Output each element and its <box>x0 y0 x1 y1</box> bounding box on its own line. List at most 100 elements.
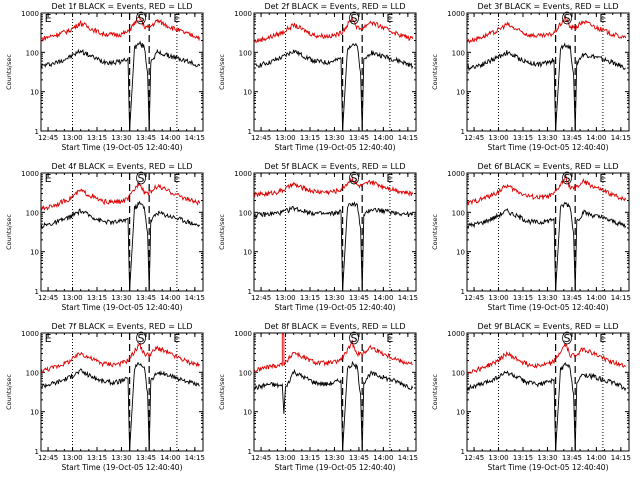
x-tick-label: 13:00 <box>488 454 508 462</box>
x-tick-label: 13:30 <box>324 294 344 302</box>
events-series-line <box>467 42 626 132</box>
panel-title: Det 7f BLACK = Events, RED = LLD <box>51 322 192 331</box>
lld-series-line <box>467 173 627 206</box>
x-tick-label: 14:15 <box>398 294 418 302</box>
x-tick-label: 13:00 <box>275 294 295 302</box>
y-axis-label: Counts/sec <box>5 54 13 90</box>
x-tick-label: 13:00 <box>62 134 82 142</box>
x-tick-label: 14:15 <box>611 134 631 142</box>
y-tick-label: 100 <box>239 49 252 57</box>
x-tick-label: 13:15 <box>87 454 107 462</box>
y-tick-label: 1 <box>248 288 252 296</box>
x-tick-label: 12:45 <box>464 134 484 142</box>
y-tick-label: 10 <box>456 249 465 257</box>
y-tick-label: 1000 <box>447 10 465 18</box>
event-marker-label: S <box>138 172 145 185</box>
y-tick-label: 100 <box>239 209 252 217</box>
panel-6: Det 6f BLACK = Events, RED = LLD 1 10 100 10… <box>431 162 631 312</box>
x-tick-label: 14:15 <box>398 454 418 462</box>
panel-title: Det 6f BLACK = Events, RED = LLD <box>477 162 618 171</box>
x-axis-label: Start Time (19-Oct-05 12:40:40) <box>61 143 182 152</box>
x-tick-label: 13:30 <box>537 134 557 142</box>
event-marker-label: E <box>599 172 606 185</box>
start-marker-circle <box>136 171 146 185</box>
y-tick-label: 1 <box>35 288 39 296</box>
event-marker-label: S <box>351 332 358 345</box>
y-tick-label: 10 <box>243 89 252 97</box>
y-tick-label: 100 <box>26 209 39 217</box>
y-tick-label: 1 <box>461 448 465 456</box>
x-tick-label: 13:00 <box>62 454 82 462</box>
event-marker-label: E <box>599 332 606 345</box>
panel-title: Det 3f BLACK = Events, RED = LLD <box>477 2 618 11</box>
x-tick-label: 13:15 <box>87 294 107 302</box>
x-tick-label: 13:30 <box>324 454 344 462</box>
y-tick-label: 10 <box>30 89 39 97</box>
event-marker-label: E <box>173 12 180 25</box>
y-tick-label: 1000 <box>21 170 39 178</box>
x-tick-label: 14:00 <box>586 134 606 142</box>
y-tick-label: 1000 <box>21 10 39 18</box>
x-tick-label: 13:45 <box>349 294 369 302</box>
x-tick-label: 13:00 <box>488 294 508 302</box>
event-marker-label: E <box>173 172 180 185</box>
panel-title: Det 2f BLACK = Events, RED = LLD <box>264 2 405 11</box>
y-axis-label: Counts/sec <box>5 214 13 250</box>
y-tick-label: 1 <box>248 448 252 456</box>
event-marker-label: E <box>386 172 393 185</box>
x-tick-label: 14:00 <box>373 294 393 302</box>
x-tick-label: 14:15 <box>185 134 205 142</box>
x-tick-label: 12:45 <box>251 454 271 462</box>
x-axis-label: Start Time (19-Oct-05 12:40:40) <box>487 463 608 472</box>
events-series-line <box>254 360 414 452</box>
event-marker-label: E <box>45 172 52 185</box>
x-tick-label: 14:15 <box>185 454 205 462</box>
x-tick-label: 13:00 <box>488 134 508 142</box>
panel-title: Det 8f BLACK = Events, RED = LLD <box>264 322 405 331</box>
event-marker-label: E <box>386 332 393 345</box>
events-series-line <box>467 362 627 452</box>
event-marker-label: E <box>45 12 52 25</box>
panel-8: Det 8f BLACK = Events, RED = LLD 1 10 100 10… <box>218 322 418 472</box>
y-tick-label: 1 <box>461 128 465 136</box>
x-tick-label: 12:45 <box>38 454 58 462</box>
plot-frame <box>40 172 204 292</box>
x-tick-label: 13:15 <box>513 294 533 302</box>
lld-series-line <box>467 342 626 374</box>
x-tick-label: 13:00 <box>275 454 295 462</box>
y-tick-label: 1 <box>461 288 465 296</box>
x-axis-label: Start Time (19-Oct-05 12:40:40) <box>274 463 395 472</box>
lld-series-line <box>254 177 414 198</box>
x-tick-label: 13:30 <box>324 134 344 142</box>
x-tick-label: 13:45 <box>562 454 582 462</box>
start-marker-circle <box>136 11 146 25</box>
panel-7: Det 7f BLACK = Events, RED = LLD 1 10 100 10… <box>5 322 205 472</box>
start-marker-circle <box>349 331 359 345</box>
events-series-line <box>467 201 627 292</box>
y-axis-label: Counts/sec <box>5 374 13 410</box>
panel-2: Det 2f BLACK = Events, RED = LLD 1 10 100 10… <box>218 2 418 152</box>
x-tick-label: 14:00 <box>373 134 393 142</box>
x-tick-label: 12:45 <box>464 294 484 302</box>
panel-1: Det 1f BLACK = Events, RED = LLD 1 10 100 10… <box>5 2 205 152</box>
start-marker-circle <box>562 331 572 345</box>
x-axis-label: Start Time (19-Oct-05 12:40:40) <box>61 463 182 472</box>
x-tick-label: 12:45 <box>38 294 58 302</box>
x-axis-label: Start Time (19-Oct-05 12:40:40) <box>487 303 608 312</box>
x-tick-label: 12:45 <box>251 294 271 302</box>
y-axis-label: Counts/sec <box>431 374 439 410</box>
lld-series-line <box>41 14 201 43</box>
start-marker-circle <box>349 171 359 185</box>
y-tick-label: 1 <box>248 128 252 136</box>
event-marker-label: S <box>351 172 358 185</box>
start-marker-circle <box>562 11 572 25</box>
x-tick-label: 14:00 <box>160 454 180 462</box>
lld-series-line <box>467 15 627 44</box>
x-axis-label: Start Time (19-Oct-05 12:40:40) <box>274 303 395 312</box>
panel-title: Det 4f BLACK = Events, RED = LLD <box>51 162 192 171</box>
x-tick-label: 14:15 <box>185 294 205 302</box>
x-tick-label: 12:45 <box>464 454 484 462</box>
events-series-line <box>41 40 201 132</box>
panel-4: Det 4f BLACK = Events, RED = LLD 1 10 100 10… <box>5 162 205 312</box>
x-axis-label: Start Time (19-Oct-05 12:40:40) <box>274 143 395 152</box>
